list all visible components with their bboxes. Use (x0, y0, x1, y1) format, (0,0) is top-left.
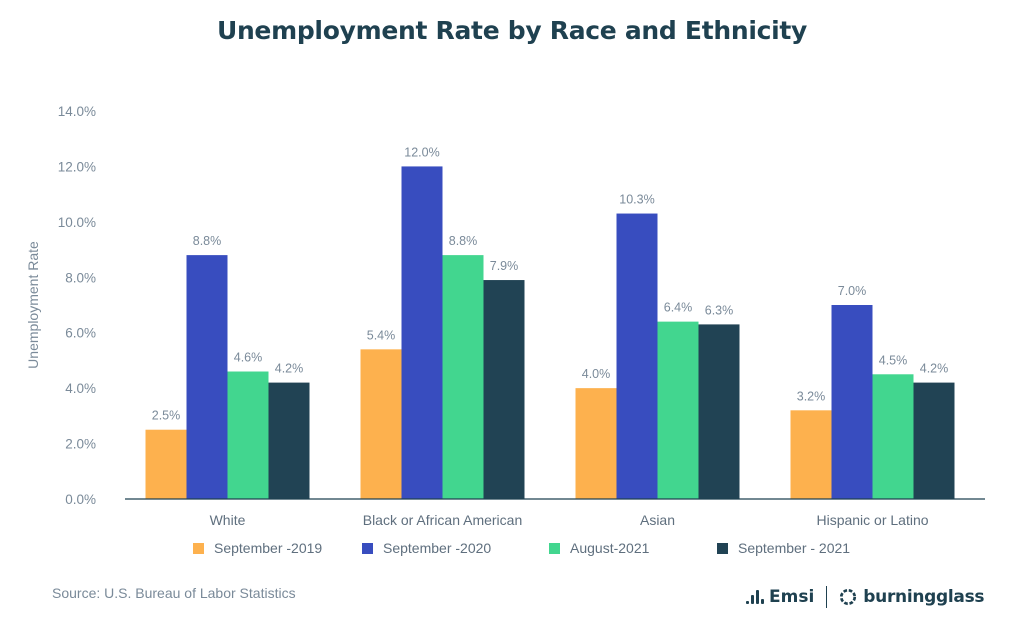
y-axis: 0.0% 2.0% 4.0% 6.0% 8.0% 10.0% 12.0% 14.0% (58, 104, 96, 507)
chart-title: Unemployment Rate by Race and Ethnicity (216, 16, 808, 45)
x-axis-categories: White Black or African American Asian Hispa… (210, 512, 929, 528)
data-label: 6.4% (664, 301, 693, 315)
y-tick-label: 6.0% (65, 326, 96, 341)
logo-divider (826, 586, 828, 608)
legend-label: September -2020 (383, 540, 492, 556)
legend-swatch (362, 542, 373, 554)
legend-swatch (193, 542, 204, 554)
bar (483, 280, 525, 499)
bars (145, 166, 955, 500)
bar (360, 349, 402, 499)
x-category-label: Black or African American (363, 512, 523, 528)
data-label: 4.0% (582, 367, 611, 381)
y-tick-label: 4.0% (65, 381, 96, 396)
bar (698, 324, 740, 499)
legend: September -2019 September -2020 August-202… (0, 540, 1024, 560)
data-label: 8.8% (193, 234, 222, 248)
emsi-logo-text: Emsi (769, 587, 815, 607)
data-label: 4.2% (275, 362, 304, 376)
legend-item: August-2021 (549, 540, 649, 556)
bar (227, 371, 269, 499)
footer-logos: Emsi burningglass (746, 583, 985, 611)
burningglass-logo-text: burningglass (863, 587, 985, 607)
legend-label: September -2019 (214, 540, 323, 556)
y-tick-label: 2.0% (65, 437, 96, 452)
data-label: 10.3% (619, 193, 654, 207)
data-label: 6.3% (705, 303, 734, 317)
bar (442, 255, 484, 499)
y-tick-label: 12.0% (58, 159, 96, 174)
y-tick-label: 0.0% (65, 492, 96, 507)
bar (145, 429, 187, 499)
x-category-label: Hispanic or Latino (816, 512, 928, 528)
bar (268, 382, 310, 499)
legend-swatch (549, 542, 560, 554)
y-tick-label: 14.0% (58, 104, 96, 119)
bar (657, 321, 699, 499)
emsi-logo-icon (746, 590, 764, 604)
data-label: 4.6% (234, 351, 263, 365)
legend-item: September -2020 (362, 540, 491, 556)
data-label: 3.2% (797, 389, 826, 403)
y-tick-label: 8.0% (65, 270, 96, 285)
y-axis-label: Unemployment Rate (25, 241, 41, 369)
bar (575, 388, 617, 499)
data-labels: 2.5% 8.8% 4.6% 4.2% 5.4% 12.0% 8.8% 7.9% 4.0% 10.… (152, 145, 949, 422)
legend-item: September -2019 (193, 540, 322, 556)
y-tick-label: 10.0% (58, 215, 96, 230)
legend-swatch (717, 542, 728, 554)
x-category-label: Asian (640, 512, 675, 528)
data-label: 5.4% (367, 328, 396, 342)
legend-label: September - 2021 (738, 540, 851, 556)
data-label: 4.5% (879, 353, 908, 367)
data-label: 4.2% (920, 362, 949, 376)
legend-label: August-2021 (570, 540, 650, 556)
bar (831, 305, 873, 499)
source-note: Source: U.S. Bureau of Labor Statistics (52, 585, 296, 601)
bar (186, 255, 228, 499)
data-label: 7.0% (838, 284, 867, 298)
bar (913, 382, 955, 499)
legend-item: September - 2021 (717, 540, 850, 556)
data-label: 8.8% (449, 234, 478, 248)
data-label: 7.9% (490, 259, 519, 273)
data-label: 12.0% (404, 145, 439, 159)
bar (790, 410, 832, 499)
burningglass-logo-icon (840, 588, 857, 606)
bar (616, 213, 658, 500)
bar (872, 374, 914, 499)
bar (401, 166, 443, 499)
data-label: 2.5% (152, 409, 181, 423)
x-category-label: White (210, 512, 246, 528)
